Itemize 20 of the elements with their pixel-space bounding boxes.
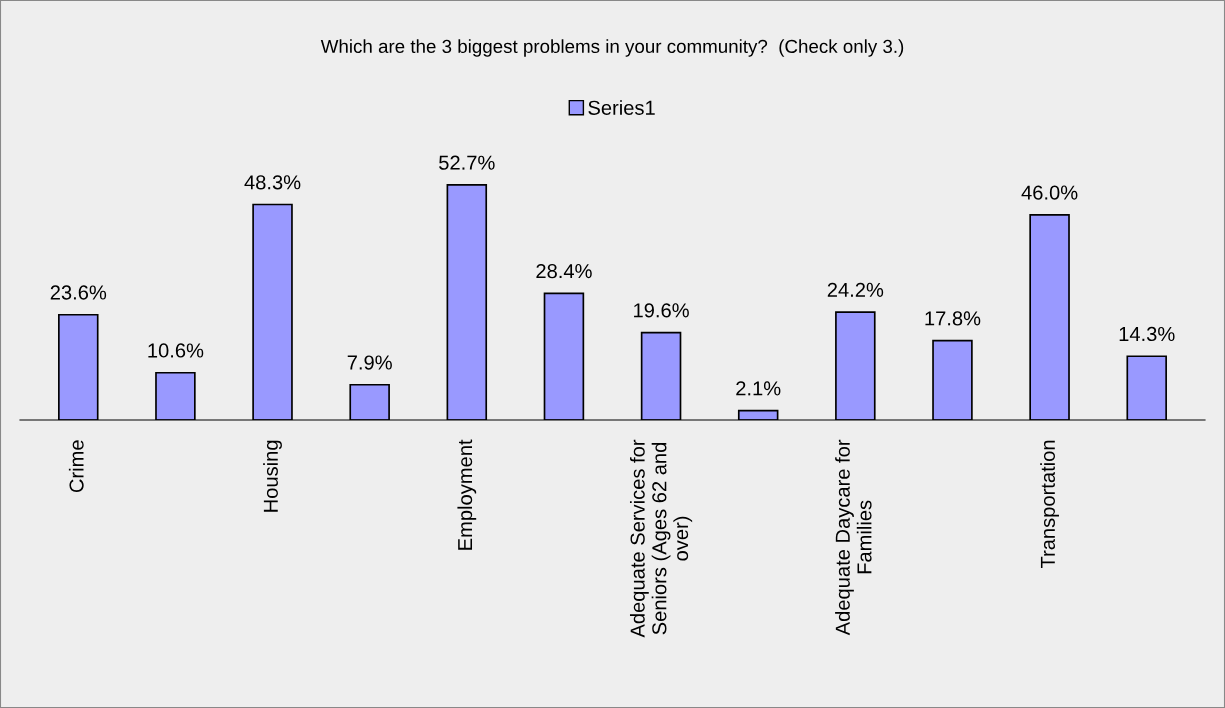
x-tick-label: Crime <box>68 440 84 493</box>
x-tick-label: Employment <box>457 439 477 550</box>
x-tick-label: Transportation <box>1040 440 1059 569</box>
data-label: 28.4% <box>536 263 592 279</box>
data-label: 17.8% <box>925 311 981 326</box>
x-tick-label: Housing <box>263 440 282 512</box>
data-label: 10.6% <box>148 343 204 358</box>
data-label: 14.3% <box>1119 326 1175 342</box>
data-label: 24.2% <box>827 282 884 297</box>
legend-label: Series1 <box>588 100 655 115</box>
data-label: 23.6% <box>50 285 107 300</box>
x-tick-label: Adequate Services for Seniors (Ages 62 and over) <box>629 439 693 638</box>
data-label: 7.9% <box>347 355 392 370</box>
data-label: 46.0% <box>1021 185 1078 200</box>
chart-title: Which are the 3 biggest problems in your community? (Check only 3.) <box>320 39 904 57</box>
data-label: 52.7% <box>439 155 495 170</box>
x-tick-label: Adequate Daycare for Families <box>835 439 872 636</box>
data-label: 2.1% <box>736 381 781 396</box>
data-label: 19.6% <box>634 303 689 318</box>
data-label: 48.3% <box>244 175 301 190</box>
